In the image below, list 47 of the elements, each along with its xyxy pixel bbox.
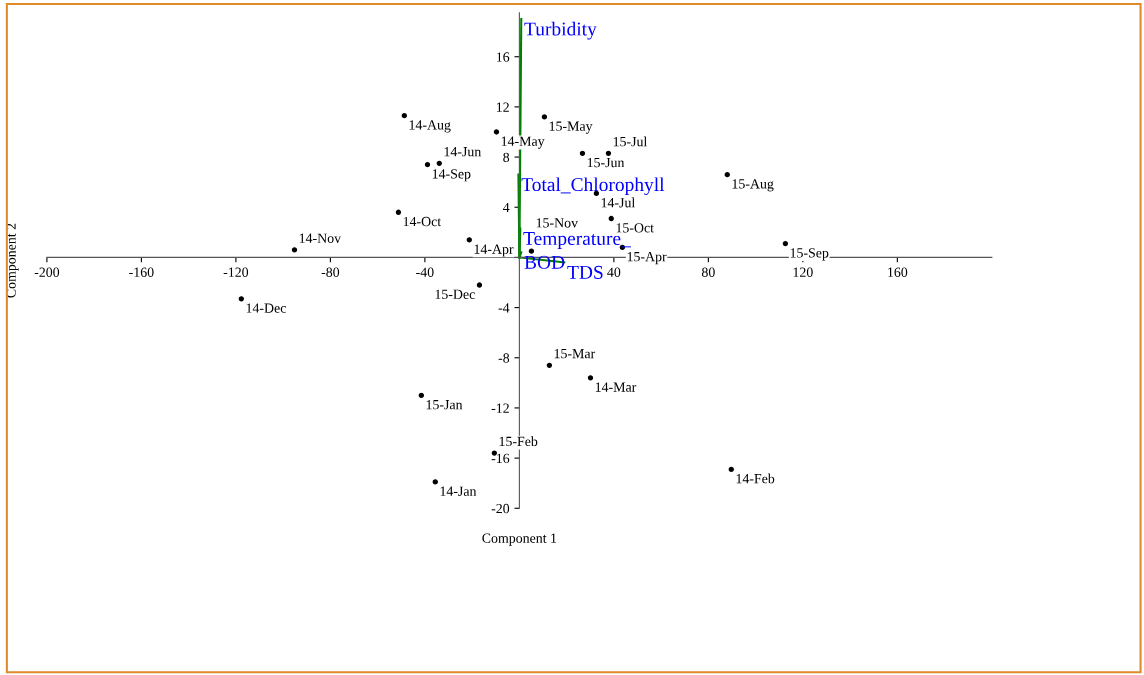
x-axis-title: Component 1 xyxy=(482,533,557,546)
data-label: 15-Aug xyxy=(732,179,774,192)
x-tick-label: -120 xyxy=(223,267,249,277)
y-tick-label: -8 xyxy=(498,353,510,363)
series-label: TDS xyxy=(567,265,603,279)
data-label: 15-Apr xyxy=(627,252,667,265)
series-label: Temperature_ xyxy=(523,232,631,249)
x-tick-label: 160 xyxy=(888,267,908,277)
data-label: 15-Mar xyxy=(554,348,596,359)
data-label: 14-Jul xyxy=(601,197,635,208)
data-label: 14-Sep xyxy=(432,169,471,182)
x-tick-label: 120 xyxy=(793,267,813,277)
y-tick-label: 8 xyxy=(503,152,510,163)
data-label: 14-Jan xyxy=(440,486,477,496)
x-tick-label: -80 xyxy=(321,267,340,277)
x-tick-label: 40 xyxy=(607,267,621,277)
data-label: 14-Jun xyxy=(444,147,482,157)
y-tick-label: -16 xyxy=(491,453,510,464)
data-label: 14-Aug xyxy=(409,120,451,133)
data-label: 15-Nov xyxy=(536,218,579,228)
data-label: 14-Feb xyxy=(736,473,775,484)
y-tick-label: 16 xyxy=(496,52,510,62)
data-label: 15-Jun xyxy=(587,157,625,168)
data-label: 15-Sep xyxy=(790,248,829,261)
x-tick-label: -160 xyxy=(129,267,154,277)
data-label: 14-Apr xyxy=(474,244,514,257)
data-label: 14-Nov xyxy=(299,233,342,243)
x-tick-label: 80 xyxy=(701,267,715,277)
data-label: 15-May xyxy=(549,121,593,134)
data-label: 15-Dec xyxy=(435,289,475,299)
y-tick-label: 4 xyxy=(502,202,510,213)
data-label: 14-Oct xyxy=(403,216,442,227)
x-tick-label: -200 xyxy=(34,267,60,277)
y-tick-label: -12 xyxy=(491,403,509,413)
data-label: 15-Oct xyxy=(616,223,654,233)
data-label: 15-Jan xyxy=(426,400,463,410)
series-label: Total_Chlorophyll xyxy=(521,177,665,196)
data-label: 14-Dec xyxy=(246,303,286,313)
data-label: 14-May xyxy=(501,136,545,149)
data-label: 15-Jul xyxy=(613,136,648,147)
series-label: Turbidity xyxy=(524,21,597,40)
data-label: 14-Mar xyxy=(595,382,637,392)
y-tick-label: -20 xyxy=(491,503,510,514)
y-tick-label: 12 xyxy=(496,102,509,112)
data-label: 15-Feb xyxy=(499,436,538,447)
y-tick-label: -4 xyxy=(498,303,510,313)
x-tick-label: -40 xyxy=(416,267,434,277)
